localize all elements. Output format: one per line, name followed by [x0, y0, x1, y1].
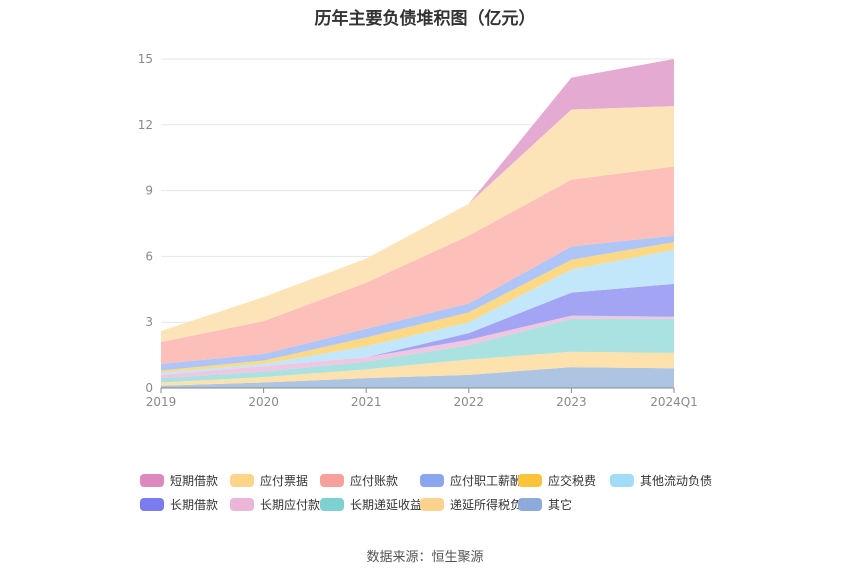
- legend-item[interactable]: 应付职工薪酬: [420, 472, 522, 489]
- area-series-5[interactable]: [161, 249, 674, 375]
- legend-swatch: [140, 474, 164, 487]
- legend-item[interactable]: 短期借款: [140, 472, 218, 489]
- legend-swatch: [320, 474, 344, 487]
- area-series-9[interactable]: [161, 106, 674, 342]
- legend-swatch: [518, 498, 542, 511]
- x-tick-label: 2022: [454, 395, 485, 409]
- legend-item[interactable]: 应付账款: [320, 472, 398, 489]
- legend-swatch: [140, 498, 164, 511]
- chart-title: 历年主要负债堆积图（亿元）: [314, 9, 536, 29]
- stacked-area-chart: 0 3 6 9 12 15 2019 2020 2021 2022 2023 2024Q1: [138, 52, 698, 409]
- legend-item[interactable]: 其它: [518, 496, 572, 513]
- x-tick-label: 2019: [146, 395, 177, 409]
- y-tick-label: 0: [145, 381, 153, 395]
- y-tick-label: 3: [145, 315, 153, 329]
- area-series-3[interactable]: [161, 315, 674, 379]
- legend-label: 长期借款: [170, 498, 219, 512]
- legend-label: 递延所得税负债: [450, 498, 535, 512]
- x-tick-label: 2024Q1: [650, 395, 698, 409]
- y-tick-label: 6: [145, 249, 153, 263]
- legend-label: 其它: [548, 498, 573, 512]
- x-tick-label: 2020: [248, 395, 279, 409]
- x-tick-label: 2021: [351, 395, 382, 409]
- legend-swatch: [518, 474, 542, 487]
- legend-swatch: [320, 498, 344, 511]
- x-tick-label: 2023: [556, 395, 587, 409]
- legend-label: 应付账款: [350, 474, 399, 488]
- area-series-7[interactable]: [161, 235, 674, 371]
- legend-label: 长期递延收益: [350, 498, 423, 512]
- legend-item[interactable]: 递延所得税负债: [420, 496, 534, 513]
- area-series-6[interactable]: [161, 242, 674, 373]
- legend-label: 短期借款: [170, 474, 219, 488]
- legend-swatch: [420, 474, 444, 487]
- legend-item[interactable]: 长期借款: [140, 496, 218, 513]
- area-series: [161, 59, 674, 388]
- area-series-8[interactable]: [161, 166, 674, 364]
- legend-item[interactable]: 应付票据: [230, 472, 308, 489]
- area-series-10[interactable]: [161, 59, 674, 331]
- legend-item[interactable]: 长期递延收益: [320, 496, 422, 513]
- area-series-2[interactable]: [161, 318, 674, 383]
- legend-swatch: [420, 498, 444, 511]
- area-series-0[interactable]: [161, 367, 674, 388]
- legend-swatch: [230, 474, 254, 487]
- legend-swatch: [230, 498, 254, 511]
- area-series-1[interactable]: [161, 351, 674, 386]
- legend-label: 应付票据: [260, 474, 309, 488]
- y-tick-label: 12: [138, 118, 153, 132]
- legend-label: 其他流动负债: [640, 474, 713, 488]
- legend-item[interactable]: 应交税费: [518, 472, 596, 489]
- legend-item[interactable]: 其他流动负债: [610, 472, 712, 489]
- data-source-note: 数据来源：恒生聚源: [366, 550, 484, 565]
- y-tick-label: 15: [138, 52, 153, 66]
- legend-label: 应交税费: [548, 474, 597, 488]
- legend-label: 应付职工薪酬: [450, 474, 523, 488]
- area-series-4[interactable]: [161, 283, 674, 375]
- axes: 0 3 6 9 12 15 2019 2020 2021 2022 2023 2024Q1: [138, 52, 698, 409]
- legend-swatch: [610, 474, 634, 487]
- y-tick-label: 9: [145, 184, 153, 198]
